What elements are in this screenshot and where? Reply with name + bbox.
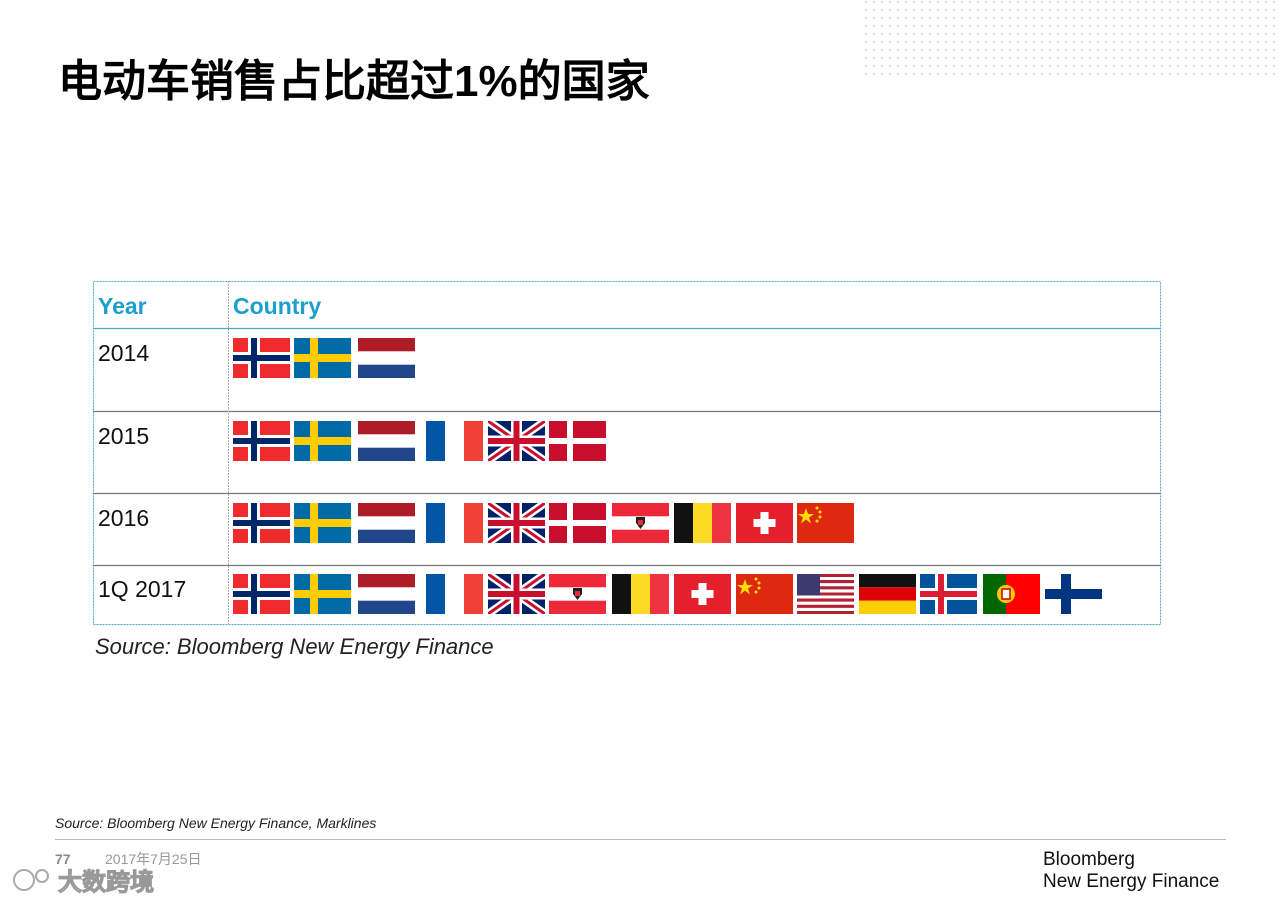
flag <box>1045 574 1102 614</box>
table: Year Country <box>93 281 1161 625</box>
flag <box>549 574 606 614</box>
dot-pattern <box>862 0 1280 80</box>
flag <box>233 421 290 461</box>
column-header: Country <box>233 293 321 319</box>
flag <box>983 574 1040 614</box>
flag <box>674 503 731 543</box>
flag <box>736 574 793 614</box>
flag <box>797 503 854 543</box>
page-number: 77 <box>55 851 71 867</box>
flag <box>549 503 606 543</box>
flag <box>612 503 669 543</box>
logo-line: New Energy Finance <box>1043 871 1219 892</box>
flag <box>294 574 351 614</box>
flag <box>233 503 290 543</box>
flag <box>797 574 854 614</box>
flag <box>294 338 351 378</box>
flag <box>488 503 545 543</box>
flag <box>358 421 415 461</box>
year-cell: 2014 <box>98 340 149 366</box>
flag <box>488 421 545 461</box>
flag <box>488 574 545 614</box>
year-cell: 2016 <box>98 505 149 531</box>
flag <box>426 503 483 543</box>
table-source: Source: Bloomberg New Energy Finance <box>95 634 494 659</box>
watermark-icon <box>13 869 35 891</box>
watermark: 大数跨境 <box>58 868 154 896</box>
footer-source: Source: Bloomberg New Energy Finance, Ma… <box>55 815 376 831</box>
slide-title: 电动车销售占比超过1%的国家 <box>58 57 650 106</box>
flag <box>426 574 483 614</box>
flag <box>736 503 793 543</box>
column-header: Year <box>98 293 147 319</box>
flag <box>920 574 977 614</box>
flag <box>859 574 916 614</box>
flag <box>233 574 290 614</box>
flag <box>674 574 731 614</box>
flag <box>358 574 415 614</box>
flag <box>358 338 415 378</box>
year-cell: 1Q 2017 <box>98 576 186 602</box>
year-cell: 2015 <box>98 423 149 449</box>
flag <box>358 503 415 543</box>
watermark-icon <box>35 869 49 883</box>
logo-line: Bloomberg <box>1043 849 1135 870</box>
flag <box>233 338 290 378</box>
flag <box>426 421 483 461</box>
flag <box>294 421 351 461</box>
flag <box>549 421 606 461</box>
flags <box>233 338 1102 614</box>
flag <box>612 574 669 614</box>
date: 2017年7月25日 <box>105 851 202 867</box>
flag <box>294 503 351 543</box>
